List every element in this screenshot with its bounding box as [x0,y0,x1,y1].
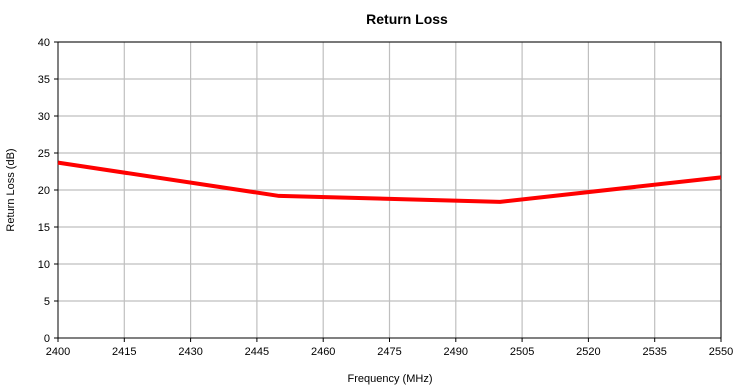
series-line [57,160,722,204]
x-tick-label: 2505 [510,346,534,358]
y-tick-label: 15 [38,222,50,234]
x-tick-label: 2400 [46,346,70,358]
x-tick-label: 2475 [377,346,401,358]
y-tick-label: 10 [38,259,50,271]
x-tick-label: 2460 [311,346,335,358]
y-axis-label: Return Loss (dB) [5,148,17,231]
x-tick-label: 2550 [709,346,733,358]
y-tick-label: 30 [38,111,50,123]
y-tick-label: 0 [44,333,50,345]
y-tick-label: 25 [38,148,50,160]
tick-labels: 0 5 10 15 20 25 30 35 40 2400 2415 2430 2445 2460 2475… [38,37,733,358]
chart-title: Return Loss [366,11,448,27]
x-tick-label: 2415 [112,346,136,358]
x-tick-label: 2520 [576,346,600,358]
y-tick-label: 40 [38,37,50,49]
x-tick-label: 2430 [178,346,202,358]
y-tick-label: 5 [44,296,50,308]
y-tick-label: 35 [38,74,50,86]
plot-frame [57,41,722,339]
x-tick-label: 2445 [245,346,269,358]
x-axis-label: Frequency (MHz) [348,373,433,385]
y-tick-label: 20 [38,185,50,197]
x-tick-label: 2535 [642,346,666,358]
x-tick-label: 2490 [444,346,468,358]
series-layer [57,160,722,204]
axes [54,41,722,342]
